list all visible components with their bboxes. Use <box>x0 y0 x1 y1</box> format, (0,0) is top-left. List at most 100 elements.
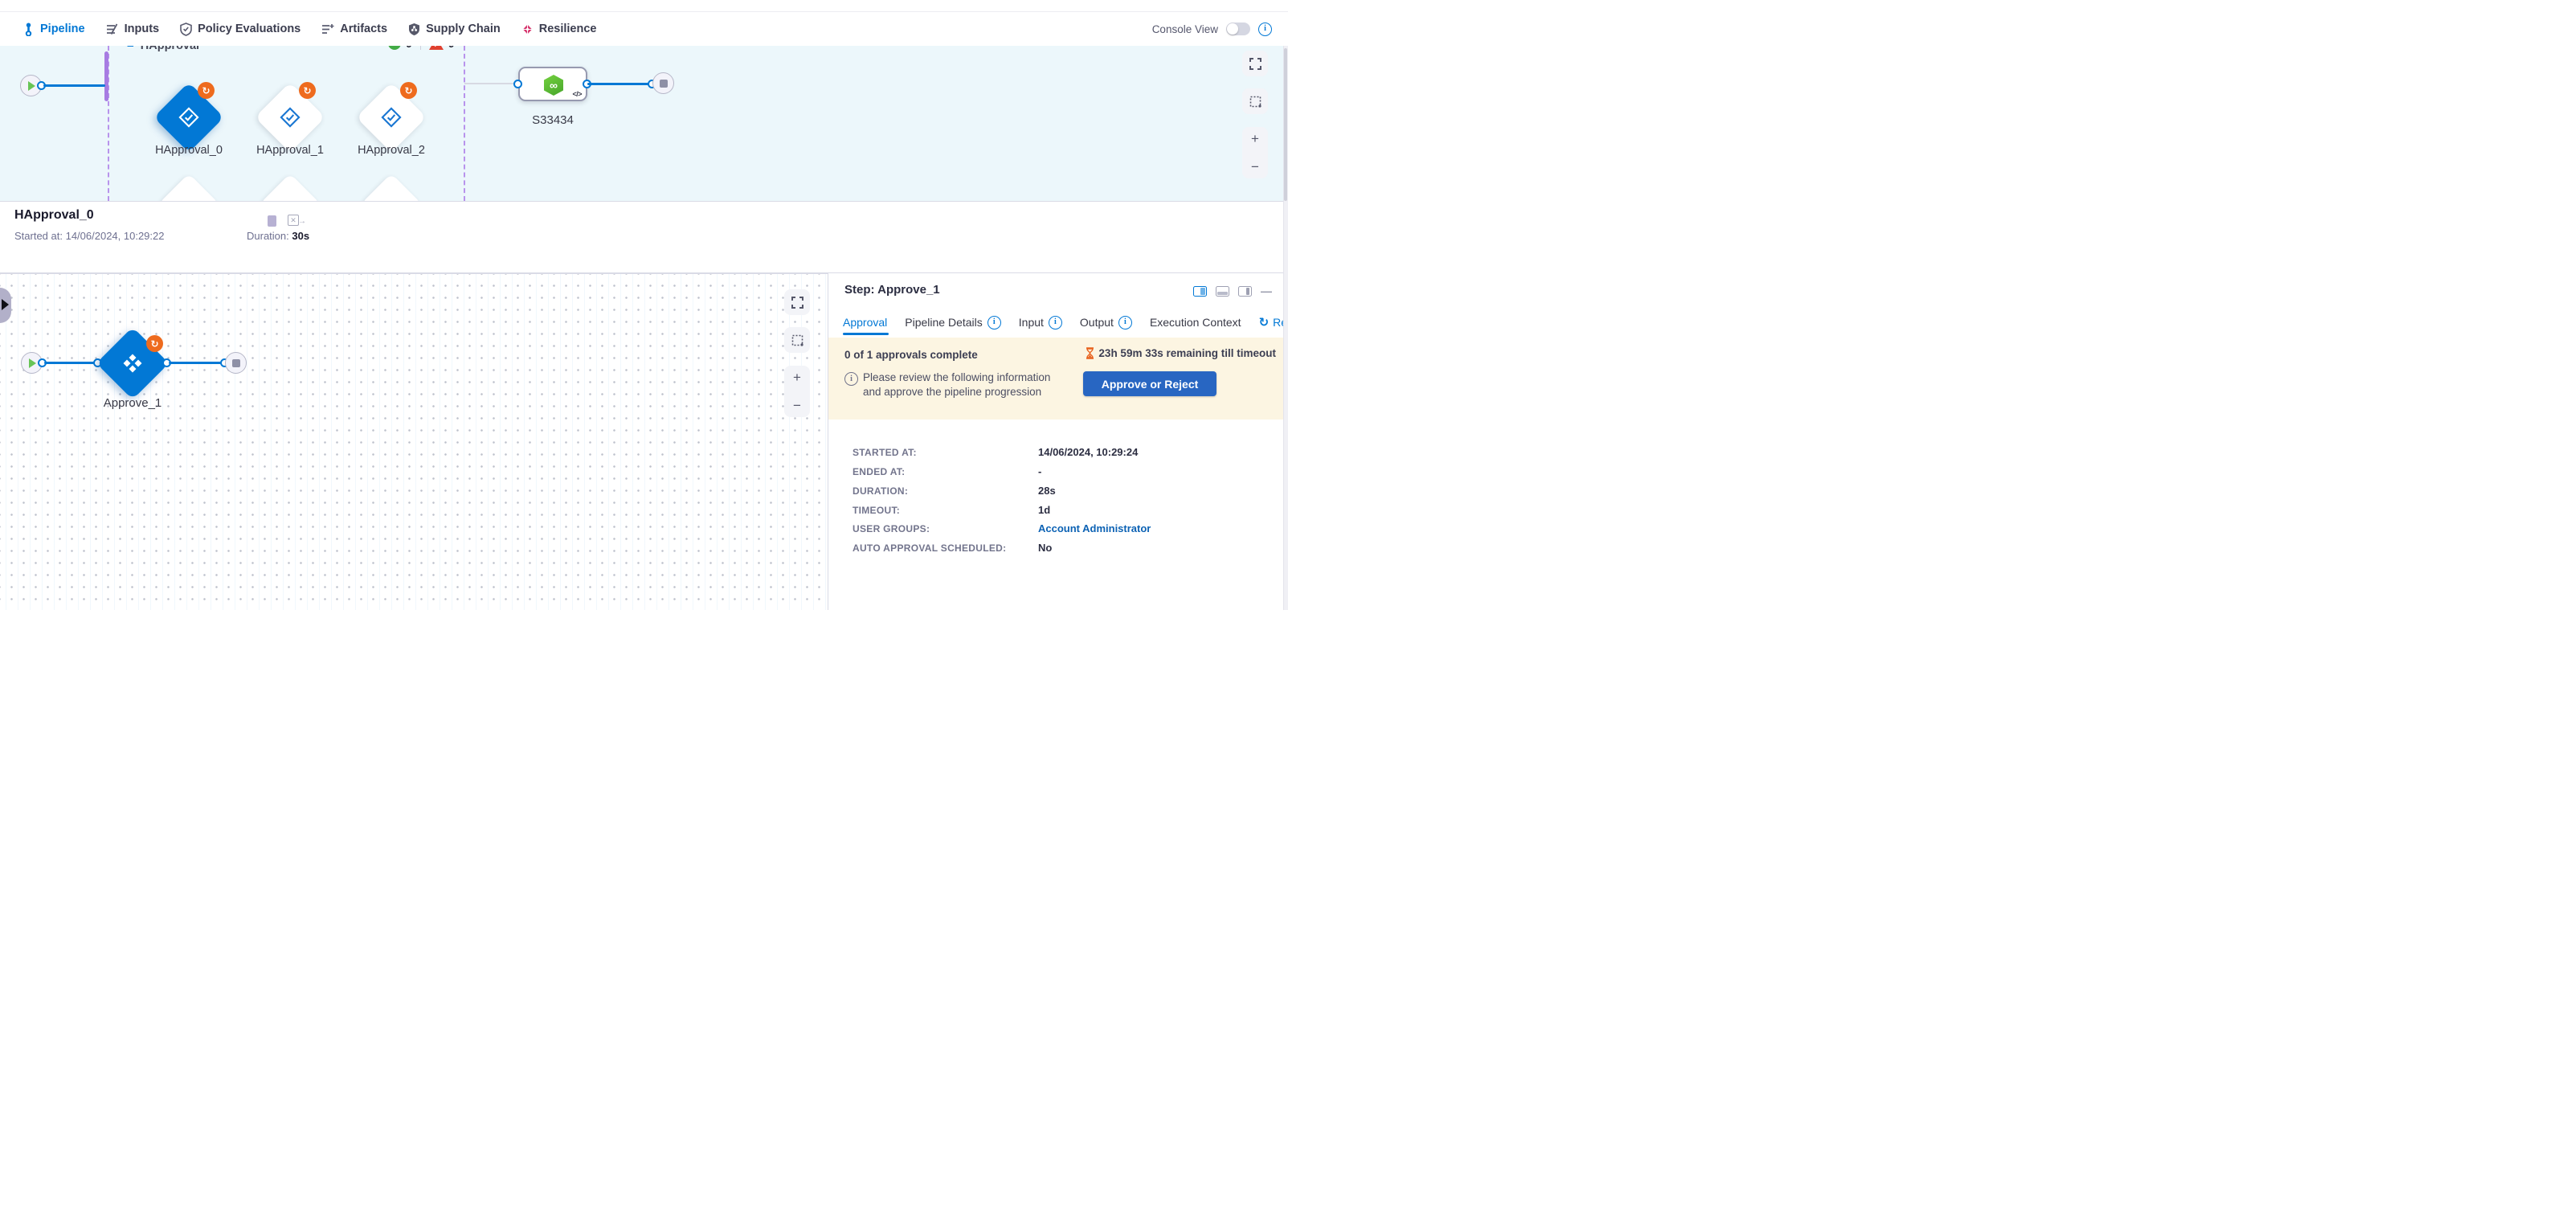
stage-graph-canvas[interactable]: − HApproval ✓ 0 ! 0 ↻ HApproval_0 ↻ HApp… <box>0 46 1283 201</box>
graph-end-node[interactable] <box>225 352 247 374</box>
tab-output[interactable]: Output i <box>1080 315 1132 330</box>
approval-step-icon <box>366 92 416 142</box>
harness-step-icon: ∞ <box>544 75 563 96</box>
shield-check-icon <box>180 22 192 36</box>
duration-value: 30s <box>292 230 310 242</box>
zoom-controls: + − <box>1242 127 1268 178</box>
tab-label: Inputs <box>124 23 160 35</box>
approval-progress: 0 of 1 approvals complete <box>844 349 978 361</box>
panel-title: Step: Approve_1 <box>844 283 940 297</box>
step-label[interactable]: HApproval_0 <box>155 144 223 157</box>
zoom-in-button[interactable]: + <box>1251 131 1259 146</box>
pending-timeout-icon: ↻ <box>400 82 417 99</box>
marquee-select-button[interactable] <box>784 327 810 353</box>
skip-arrow-icon: → <box>298 217 306 226</box>
pipeline-icon <box>25 23 32 36</box>
fit-to-screen-button[interactable] <box>784 289 810 315</box>
zoom-out-button[interactable]: − <box>793 398 801 413</box>
step-graph-canvas[interactable]: ↻ Approve_1 + − <box>0 273 828 610</box>
detail-value: 14/06/2024, 10:29:24 <box>1038 446 1139 458</box>
step-node-row2[interactable] <box>259 173 321 201</box>
tab-label: Artifacts <box>340 23 388 35</box>
stage-selected-bar <box>104 51 108 101</box>
step-details-panel: Step: Approve_1 — Approval Pipeline Deta… <box>828 273 1288 610</box>
tab-pipeline[interactable]: Pipeline <box>22 23 85 36</box>
step-node-row2[interactable] <box>157 173 220 201</box>
zoom-out-button[interactable]: − <box>1251 159 1259 174</box>
tab-supply-chain[interactable]: Supply Chain <box>408 23 501 36</box>
pipeline-end-node[interactable] <box>652 72 674 94</box>
minimize-panel-button[interactable]: — <box>1261 285 1272 297</box>
fullscreen-icon <box>1249 57 1261 70</box>
graph-start-node[interactable] <box>21 352 43 374</box>
tab-policy-evaluations[interactable]: Policy Evaluations <box>180 22 301 36</box>
layout-drawer-icon[interactable] <box>1238 285 1252 297</box>
harness-approval-icon <box>107 338 158 389</box>
vertical-scrollbar-track[interactable] <box>1283 46 1288 610</box>
info-icon[interactable]: i <box>1118 315 1132 330</box>
tab-label: Policy Evaluations <box>198 23 301 35</box>
console-view-label: Console View <box>1151 23 1218 35</box>
layout-right-split-icon[interactable] <box>1193 285 1207 297</box>
detail-label: TIMEOUT: <box>853 505 901 516</box>
detail-value: 28s <box>1038 485 1056 497</box>
status-legend-icon <box>268 215 276 227</box>
play-icon <box>28 81 35 91</box>
panel-layout-switcher: — <box>1193 285 1272 297</box>
success-check-icon: ✓ <box>388 46 401 50</box>
detail-value: - <box>1038 465 1042 477</box>
edge-start-to-stage <box>43 84 105 87</box>
tab-inputs[interactable]: Inputs <box>106 23 160 35</box>
step-label[interactable]: HApproval_1 <box>256 144 324 157</box>
node-in-port[interactable] <box>513 80 522 88</box>
approve-or-reject-button[interactable]: Approve or Reject <box>1083 371 1216 396</box>
vertical-scrollbar-thumb[interactable] <box>1284 48 1287 201</box>
pending-timeout-icon: ↻ <box>299 82 316 99</box>
summary-step-title: HApproval_0 <box>14 208 94 222</box>
tab-pipeline-details[interactable]: Pipeline Details i <box>905 315 1001 330</box>
approval-message-line2: and approve the pipeline progression <box>863 386 1042 398</box>
toggle-knob <box>1227 23 1238 35</box>
stage-header[interactable]: − HApproval <box>127 46 199 55</box>
layout-bottom-split-icon[interactable] <box>1216 285 1229 297</box>
tab-label: Resilience <box>538 23 597 35</box>
tab-artifacts[interactable]: Artifacts <box>321 23 387 35</box>
marquee-select-button[interactable] <box>1242 88 1268 114</box>
step-node-s33434[interactable]: ∞ </> <box>518 67 587 101</box>
skip-condition-icon: ✕ <box>288 215 299 226</box>
step-node-row2[interactable] <box>360 173 423 201</box>
tab-resilience[interactable]: Resilience <box>521 23 597 35</box>
tab-list: Pipeline Inputs Policy Evaluations Artif… <box>22 12 596 46</box>
console-view-control: Console View i <box>1152 12 1272 46</box>
approval-timeout-remaining: 23h 59m 33s remaining till timeout <box>1086 347 1276 359</box>
tab-input[interactable]: Input i <box>1019 315 1062 330</box>
detail-label: ENDED AT: <box>853 466 906 477</box>
info-icon[interactable]: i <box>987 315 1001 330</box>
console-view-toggle[interactable] <box>1226 23 1250 35</box>
tab-label: Supply Chain <box>426 23 501 35</box>
collapse-stage-icon[interactable]: − <box>127 46 134 53</box>
approval-banner: 0 of 1 approvals complete 23h 59m 33s re… <box>828 338 1288 420</box>
step-label[interactable]: Approve_1 <box>103 396 162 410</box>
expand-panel-handle[interactable] <box>0 288 11 323</box>
tab-approval[interactable]: Approval <box>843 316 888 329</box>
info-icon[interactable]: i <box>1048 315 1062 330</box>
stage-right-border <box>464 46 465 201</box>
step-label[interactable]: S33434 <box>532 113 574 127</box>
tab-execution-context[interactable]: Execution Context <box>1149 316 1241 329</box>
step-summary-strip: HApproval_0 Started at: 14/06/2024, 10:2… <box>0 201 1288 273</box>
fullscreen-icon <box>791 296 803 309</box>
fit-to-screen-button[interactable] <box>1242 51 1268 76</box>
success-count: 0 <box>406 46 412 50</box>
approval-step-icon <box>164 92 214 142</box>
user-group-link[interactable]: Account Administrator <box>1038 522 1151 534</box>
step-label[interactable]: HApproval_2 <box>358 144 425 157</box>
detail-label: USER GROUPS: <box>853 523 930 534</box>
marquee-icon <box>791 334 803 346</box>
console-info-icon[interactable]: i <box>1258 22 1272 36</box>
artifacts-icon <box>322 23 334 34</box>
detail-label: STARTED AT: <box>853 447 917 458</box>
edge-step-to-end <box>169 362 223 364</box>
stop-icon <box>660 80 668 88</box>
zoom-in-button[interactable]: + <box>793 370 801 385</box>
